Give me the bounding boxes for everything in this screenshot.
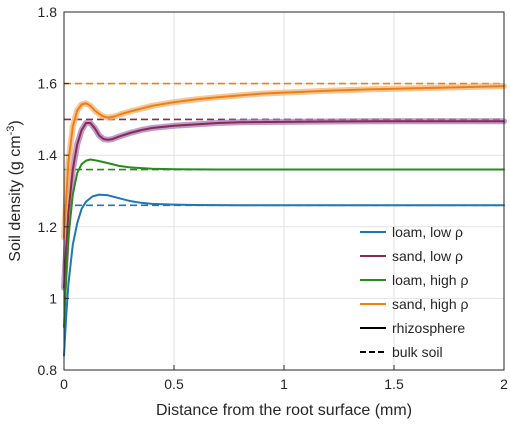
series-line: [63, 120, 505, 289]
x-tick-label: 0.5: [164, 376, 184, 392]
legend-label: rhizosphere: [392, 320, 465, 336]
y-axis-title-superscript: -3: [5, 126, 17, 136]
axis-ticks: 0 0.5 1 1.5 2 0.8 1 1.2 1.4 1.6 1.8: [38, 4, 509, 392]
y-axis-title: Soil density (g cm-3): [5, 120, 24, 261]
series-line: [63, 85, 505, 239]
y-tick-label: 1.2: [38, 219, 58, 235]
legend-label: sand, high ρ: [392, 296, 468, 312]
series-lines: [63, 85, 505, 357]
legend-label: loam, low ρ: [392, 224, 463, 240]
x-tick-label: 1: [280, 376, 288, 392]
y-axis-title-close: ): [7, 120, 24, 125]
y-tick-label: 1: [49, 290, 57, 306]
y-tick-label: 1.4: [38, 147, 58, 163]
x-tick-label: 1.5: [384, 376, 404, 392]
x-tick-label: 0: [60, 376, 68, 392]
y-axis-title-main: Soil density (g cm: [7, 135, 24, 261]
legend-label: loam, high ρ: [392, 272, 468, 288]
x-axis-title: Distance from the root surface (mm): [156, 402, 412, 419]
legend: loam, low ρ sand, low ρ loam, high ρ sand, …: [360, 224, 468, 360]
x-tick-label: 2: [500, 376, 508, 392]
series-line: [63, 193, 505, 357]
series-line: [63, 158, 505, 328]
y-tick-label: 0.8: [38, 362, 58, 378]
legend-label: bulk soil: [392, 344, 443, 360]
legend-label: sand, low ρ: [392, 248, 463, 264]
y-tick-label: 1.6: [38, 76, 58, 92]
y-tick-label: 1.8: [38, 4, 58, 20]
grid: [64, 12, 504, 370]
